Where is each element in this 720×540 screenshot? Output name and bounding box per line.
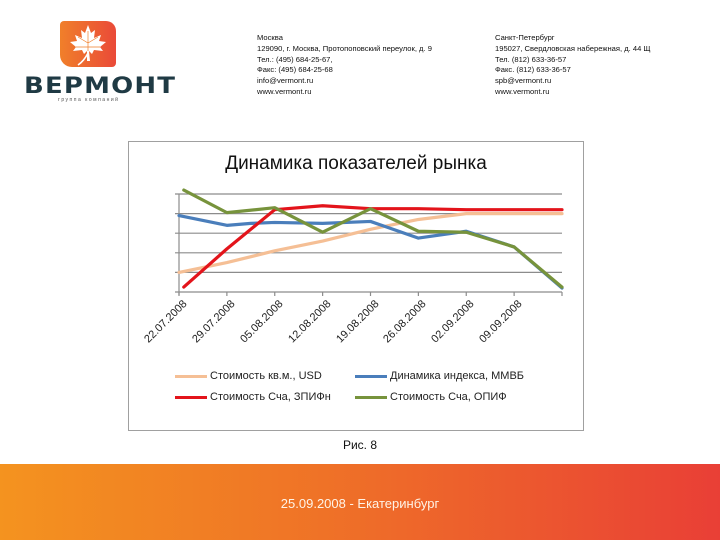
logo-wordmark: ВЕРМОНТ bbox=[24, 74, 177, 99]
moscow-email[interactable]: info@vermont.ru bbox=[257, 76, 314, 86]
moscow-fax: Факс: (495) 684-25-68 bbox=[257, 65, 333, 75]
company-logo: ВЕРМОНТ группа компаний bbox=[22, 18, 175, 106]
moscow-website[interactable]: www.vermont.ru bbox=[257, 86, 312, 96]
line-chart-plot bbox=[175, 188, 564, 296]
series-line-0 bbox=[177, 211, 564, 274]
spb-email[interactable]: spb@vermont.ru bbox=[495, 76, 552, 86]
spb-website[interactable]: www.vermont.ru bbox=[495, 86, 550, 96]
legend-swatch bbox=[355, 374, 387, 378]
footer-date-location: 25.09.2008 - Екатеринбург bbox=[280, 496, 440, 511]
legend-item: Стоимость Сча, ОПИФ bbox=[355, 391, 507, 403]
spb-contacts: Санкт-Петербург 195027, Свердловская наб… bbox=[495, 33, 651, 98]
legend-item: Стоимость Сча, ЗПИФн bbox=[175, 391, 331, 403]
legend-label: Динамика индекса, ММВБ bbox=[390, 370, 525, 382]
logo-subtitle: группа компаний bbox=[58, 97, 120, 103]
legend-item: Динамика индекса, ММВБ bbox=[355, 370, 524, 382]
maple-leaf-icon bbox=[70, 25, 106, 66]
legend-swatch bbox=[175, 395, 207, 399]
moscow-contacts: Москва 129090, г. Москва, Протопоповский… bbox=[257, 33, 432, 98]
moscow-city: Москва bbox=[257, 33, 283, 42]
chart-container: Динамика показателей рынка 22.07.2008 29.… bbox=[128, 141, 584, 431]
legend-swatch bbox=[355, 395, 387, 399]
series-line-1 bbox=[177, 213, 564, 290]
series-line-2 bbox=[182, 204, 564, 289]
legend-label: Стоимость кв.м., USD bbox=[210, 370, 322, 382]
moscow-phone: Тел.: (495) 684-25-67, bbox=[257, 54, 333, 64]
moscow-address: 129090, г. Москва, Протопоповский переул… bbox=[257, 43, 432, 53]
legend-swatch bbox=[175, 374, 207, 378]
spb-phone: Тел. (812) 633-36-57 bbox=[495, 54, 567, 64]
footer-bar: 25.09.2008 - Екатеринбург bbox=[0, 464, 720, 540]
legend-item: Стоимость кв.м., USD bbox=[175, 370, 322, 382]
series-line-3 bbox=[182, 188, 564, 289]
figure-caption: Рис. 8 bbox=[342, 438, 378, 452]
spb-address: 195027, Свердловская набережная, д. 44 Щ bbox=[495, 43, 651, 53]
spb-city: Санкт-Петербург bbox=[495, 33, 555, 42]
spb-fax: Факс. (812) 633-36-57 bbox=[495, 65, 571, 75]
logo-badge bbox=[60, 21, 116, 67]
legend-label: Стоимость Сча, ОПИФ bbox=[390, 391, 507, 403]
legend-label: Стоимость Сча, ЗПИФн bbox=[210, 391, 331, 403]
chart-title: Динамика показателей рынка bbox=[225, 153, 487, 174]
